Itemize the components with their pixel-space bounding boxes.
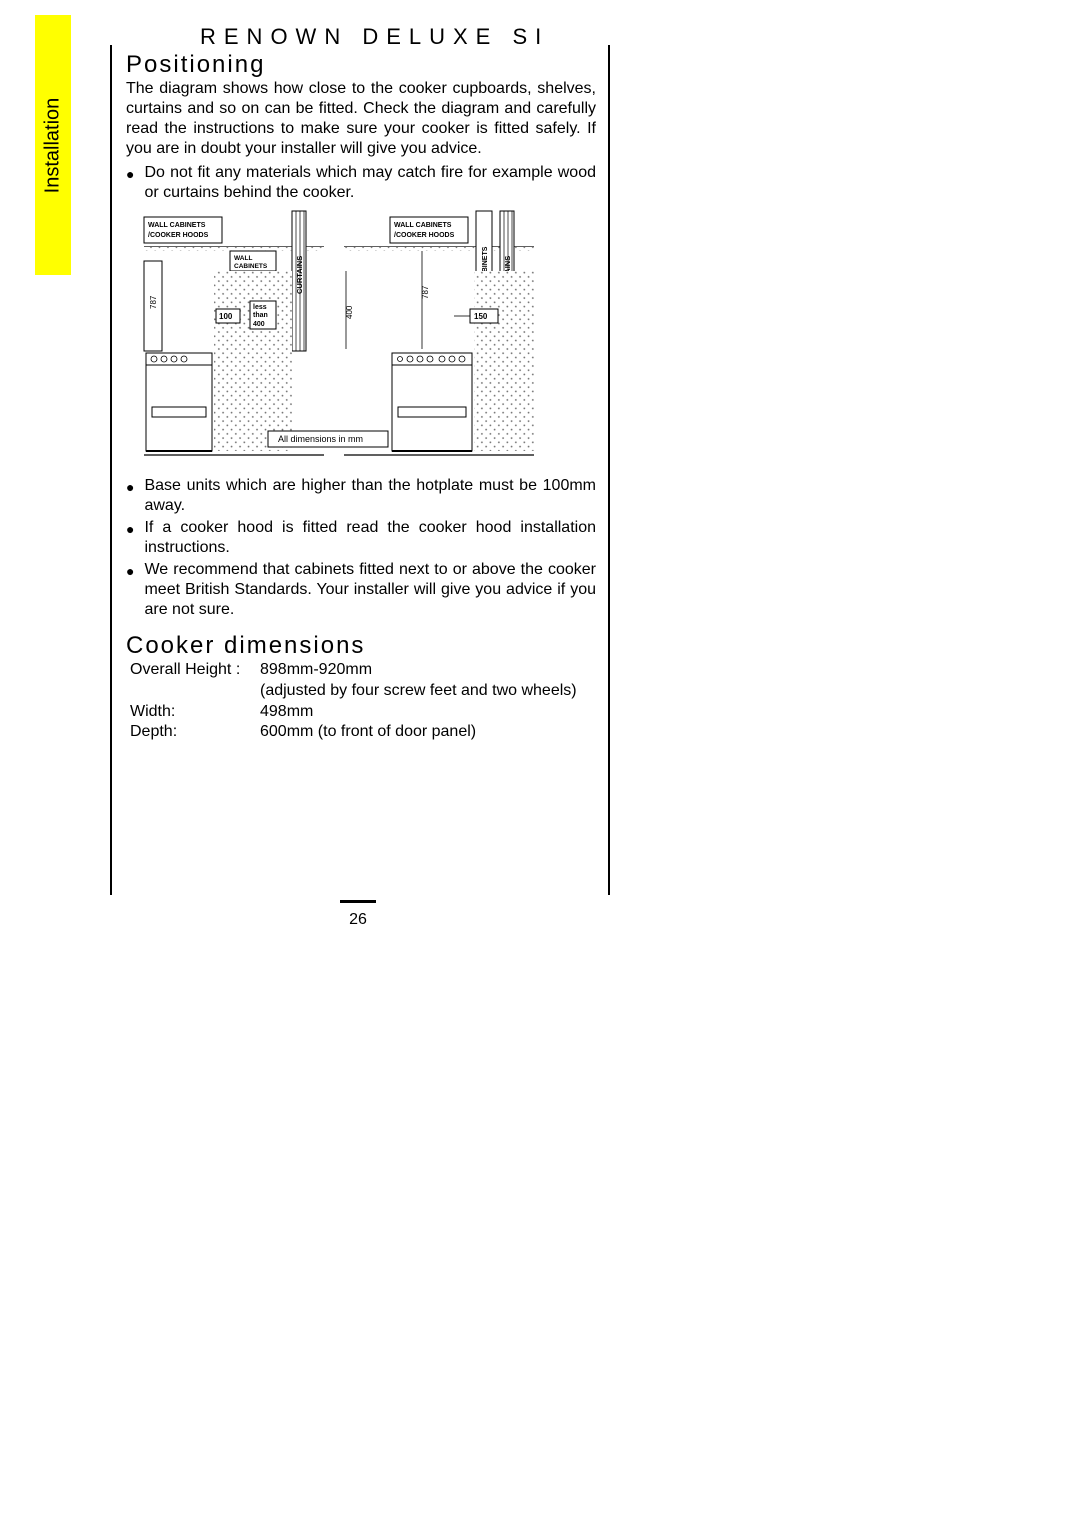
svg-text:WALL: WALL <box>234 255 252 262</box>
table-row: Width: 498mm <box>130 702 596 723</box>
list-item: ● We recommend that cabinets fitted next… <box>126 560 596 620</box>
svg-text:/COOKER HOODS: /COOKER HOODS <box>394 232 455 239</box>
svg-text:400: 400 <box>253 321 265 328</box>
side-tab: Installation <box>35 15 71 275</box>
page-rule <box>340 900 376 903</box>
bullet-icon: ● <box>126 166 134 184</box>
dim-label: Depth: <box>130 722 260 743</box>
dim-label: Overall Height : <box>130 660 260 681</box>
clearance-diagram: WALL CABINETS /COOKER HOODS 787 WALL CAB… <box>134 209 534 464</box>
side-tab-label: Installation <box>42 97 65 193</box>
table-row: (adjusted by four screw feet and two whe… <box>130 681 596 702</box>
main-column: Positioning The diagram shows how close … <box>110 45 610 895</box>
table-row: Overall Height : 898mm-920mm <box>130 660 596 681</box>
dim-label: Width: <box>130 702 260 723</box>
dim-note: (adjusted by four screw feet and two whe… <box>260 681 596 702</box>
positioning-heading: Positioning <box>126 51 596 79</box>
lbl-curtains-l: CURTAINS <box>295 256 304 294</box>
list-item-text: If a cooker hood is fitted read the cook… <box>144 518 596 558</box>
page-number-block: 26 <box>340 900 376 929</box>
bullet-icon: ● <box>126 563 134 581</box>
diagram-caption: All dimensions in mm <box>278 434 363 444</box>
svg-text:/COOKER HOODS: /COOKER HOODS <box>148 232 209 239</box>
list-item: ● If a cooker hood is fitted read the co… <box>126 518 596 558</box>
lbl-wall-cab-hoods-l: WALL CABINETS <box>148 222 206 229</box>
list-item: ● Do not fit any materials which may cat… <box>126 163 596 203</box>
svg-text:than: than <box>253 312 268 319</box>
bullet-icon: ● <box>126 479 134 497</box>
list-item-text: We recommend that cabinets fitted next t… <box>144 560 596 620</box>
bullet-icon: ● <box>126 521 134 539</box>
lbl-150: 150 <box>474 312 488 321</box>
dim-value: 498mm <box>260 702 596 723</box>
dim-value: 898mm-920mm <box>260 660 596 681</box>
lbl-787-l: 787 <box>149 295 158 309</box>
dimensions-heading: Cooker dimensions <box>126 632 596 660</box>
positioning-intro: The diagram shows how close to the cooke… <box>126 79 596 159</box>
table-row: Depth: 600mm (to front of door panel) <box>130 722 596 743</box>
positioning-bullets-bottom: ● Base units which are higher than the h… <box>126 476 596 620</box>
list-item: ● Base units which are higher than the h… <box>126 476 596 516</box>
list-item-text: Base units which are higher than the hot… <box>144 476 596 516</box>
lbl-100: 100 <box>219 312 233 321</box>
page-number: 26 <box>340 911 376 929</box>
dim-value: 600mm (to front of door panel) <box>260 722 596 743</box>
dimensions-table: Overall Height : 898mm-920mm (adjusted b… <box>130 660 596 743</box>
list-item-text: Do not fit any materials which may catch… <box>144 163 596 203</box>
positioning-bullets-top: ● Do not fit any materials which may cat… <box>126 163 596 203</box>
svg-text:CABINETS: CABINETS <box>234 263 268 270</box>
svg-text:less: less <box>253 304 267 311</box>
lbl-wall-cab-hoods-r: WALL CABINETS <box>394 222 452 229</box>
diagram-svg: WALL CABINETS /COOKER HOODS 787 WALL CAB… <box>134 209 534 464</box>
